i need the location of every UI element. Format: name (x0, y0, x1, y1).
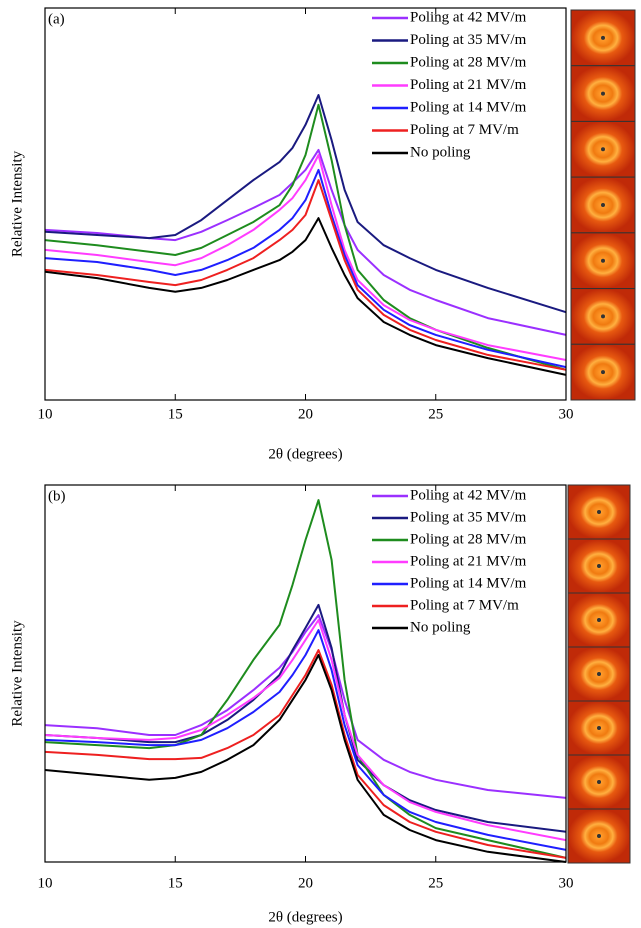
x-tick-label: 10 (38, 406, 53, 422)
pattern-center (601, 91, 605, 96)
legend-label: Poling at 21 MV/m (410, 553, 527, 569)
x-tick-label: 20 (298, 406, 313, 422)
panel-label: (b) (48, 488, 66, 504)
legend-label: Poling at 35 MV/m (410, 32, 527, 48)
pattern-center (597, 780, 601, 784)
series-line (44, 629, 567, 851)
legend-label: Poling at 35 MV/m (410, 509, 527, 525)
legend-label: Poling at 7 MV/m (410, 122, 519, 138)
legend-label: No poling (410, 619, 471, 635)
series-line (44, 614, 567, 799)
x-tick-label: 10 (38, 875, 53, 891)
pattern-center (597, 618, 601, 622)
series-line (44, 649, 567, 859)
panel: 10 15 20 25 30 2θ (degrees) Relative Intensity… (9, 484, 631, 925)
legend-label: Poling at 7 MV/m (410, 597, 519, 613)
x-tick-label: 25 (428, 875, 443, 891)
series-line (44, 103, 567, 371)
legend-label: Poling at 28 MV/m (410, 54, 527, 70)
legend-label: Poling at 21 MV/m (410, 77, 527, 93)
series-line (44, 154, 567, 361)
series-line (44, 603, 567, 833)
pattern-center (601, 147, 605, 152)
pattern-center (597, 834, 601, 838)
x-tick-label: 15 (168, 406, 183, 422)
legend-label: Poling at 14 MV/m (410, 99, 527, 115)
pattern-center (601, 370, 605, 375)
x-tick-label: 20 (298, 875, 313, 891)
pattern-center (601, 258, 605, 263)
series-line (44, 179, 567, 371)
series-line (44, 619, 567, 842)
x-tick-label: 30 (559, 406, 574, 422)
legend-label: Poling at 42 MV/m (410, 487, 527, 503)
y-axis-label: Relative Intensity (9, 150, 25, 257)
x-tick-label: 15 (168, 875, 183, 891)
pattern-center (601, 203, 605, 207)
x-tick-label: 30 (559, 875, 574, 891)
series-line (44, 148, 567, 336)
legend-label: Poling at 28 MV/m (410, 531, 527, 547)
x-tick-label: 25 (428, 406, 443, 422)
x-axis-label: 2θ (degrees) (268, 909, 342, 925)
series-line (44, 94, 567, 314)
pattern-center (601, 314, 605, 319)
panel: 10 15 20 25 30 2θ (degrees) Relative Intensity… (9, 7, 636, 462)
panel-label: (a) (48, 11, 65, 27)
legend-label: No poling (410, 144, 471, 160)
pattern-center (597, 726, 601, 730)
y-axis-label: Relative Intensity (9, 620, 25, 727)
legend-label: Poling at 42 MV/m (410, 9, 527, 25)
pattern-center (597, 564, 601, 568)
pattern-center (597, 672, 601, 676)
series-line (44, 217, 567, 376)
series-line (44, 654, 567, 863)
x-axis-label: 2θ (degrees) (268, 446, 342, 462)
pattern-center (597, 510, 601, 514)
legend-label: Poling at 14 MV/m (410, 575, 527, 591)
series-line (44, 168, 567, 369)
pattern-center (601, 35, 605, 40)
